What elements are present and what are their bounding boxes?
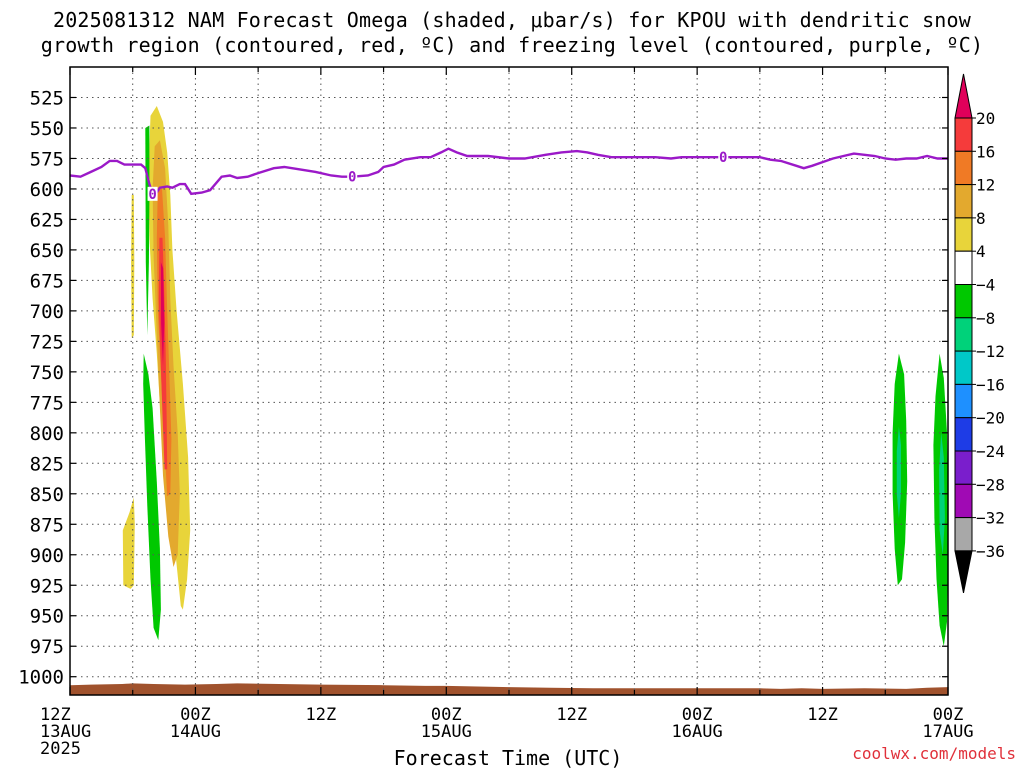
x-tick-label: 12Z	[556, 705, 587, 725]
freezing-label-bg	[147, 186, 158, 201]
y-tick-label: 575	[30, 148, 64, 170]
y-tick-label: 800	[30, 423, 64, 445]
colorbar-segment	[954, 250, 973, 285]
colorbar-segment	[954, 150, 973, 186]
colorbar-label: −36	[976, 542, 1005, 561]
colorbar-segment	[954, 517, 973, 552]
y-tick-label: 775	[30, 392, 64, 414]
y-tick-label: 700	[30, 301, 64, 323]
colorbar-label: 12	[976, 176, 995, 195]
colorbar: 20 16 12 8 4 −4 −8 −12 −16 −20 −24 −28 −32 −36	[954, 73, 1005, 593]
omega-region	[145, 125, 150, 336]
y-tick-label: 725	[30, 331, 64, 353]
x-tick-sublabel: 16AUG	[672, 722, 723, 742]
y-tick-label: 975	[30, 636, 64, 658]
colorbar-label: −32	[976, 509, 1005, 528]
colorbar-label: −24	[976, 442, 1005, 461]
colorbar-segment	[954, 184, 973, 219]
colorbar-segment	[954, 417, 973, 452]
freezing-level-label: 0	[148, 187, 156, 203]
x-tick-year: 2025	[40, 739, 81, 759]
colorbar-top-arrow	[954, 73, 973, 119]
y-tick-label: 550	[30, 118, 64, 140]
omega-region	[896, 426, 901, 519]
chart-title-line-2: growth region (contoured, red, ºC) and f…	[40, 33, 984, 57]
colorbar-label: 16	[976, 142, 995, 161]
x-tick-label: 00Z	[933, 705, 964, 725]
x-tick-sublabel: 13AUG	[40, 722, 91, 742]
y-tick-label: 1000	[18, 667, 64, 689]
y-tick-label: 825	[30, 453, 64, 475]
freezing-level: 0 0 0	[70, 147, 948, 203]
x-tick-label: 00Z	[682, 705, 713, 725]
omega-region	[160, 262, 165, 366]
colorbar-label: −16	[976, 375, 1005, 394]
colorbar-label: −4	[976, 276, 995, 295]
colorbar-segment	[954, 317, 973, 352]
x-tick-label: 00Z	[180, 705, 211, 725]
y-tick-label: 750	[30, 362, 64, 384]
colorbar-segment	[954, 383, 973, 419]
y-tick-label: 925	[30, 575, 64, 597]
x-tick-label: 00Z	[431, 705, 462, 725]
x-tick-sublabel: 14AUG	[170, 722, 221, 742]
colorbar-label: 8	[976, 209, 986, 228]
x-tick-label: 12Z	[807, 705, 838, 725]
x-tick-sublabel: 15AUG	[421, 722, 472, 742]
y-tick-label: 625	[30, 209, 64, 231]
colorbar-bottom-arrow	[954, 550, 973, 593]
x-tick-label: 12Z	[305, 705, 336, 725]
colorbar-label: 20	[976, 109, 995, 128]
colorbar-label: −20	[976, 409, 1005, 428]
y-tick-label: 875	[30, 514, 64, 536]
chart-title-line-1: 2025081312 NAM Forecast Omega (shaded, μ…	[52, 8, 972, 32]
y-tick-label: 675	[30, 270, 64, 292]
colorbar-label: −28	[976, 475, 1005, 494]
gridlines	[70, 67, 948, 695]
colorbar-segment	[954, 350, 973, 385]
x-tick-label: 12Z	[40, 705, 71, 725]
colorbar-segment	[954, 217, 973, 252]
y-axis: 525 550 575 600 625 650 675 700 725 750 775 800 825 8…	[18, 87, 948, 689]
freezing-level-label: 0	[719, 150, 727, 166]
y-tick-label: 850	[30, 484, 64, 506]
omega-region	[122, 497, 135, 589]
colorbar-label: −8	[976, 309, 995, 328]
colorbar-segment	[954, 450, 973, 485]
colorbar-segment	[954, 284, 973, 319]
omega-shading	[122, 106, 948, 647]
colorbar-segment	[954, 117, 973, 152]
colorbar-label: 4	[976, 242, 986, 261]
freezing-label-bg	[347, 169, 358, 184]
freezing-label-bg	[718, 150, 729, 165]
y-tick-label: 950	[30, 606, 64, 628]
x-axis-label: Forecast Time (UTC)	[394, 746, 623, 768]
omega-region	[143, 353, 161, 641]
credit-text: coolwx.com/models	[852, 744, 1016, 763]
y-tick-label: 525	[30, 87, 64, 109]
colorbar-label: −12	[976, 342, 1005, 361]
y-tick-label: 650	[30, 240, 64, 262]
x-tick-sublabel: 17AUG	[922, 722, 973, 742]
freezing-level-label: 0	[348, 170, 356, 186]
freezing-level-line	[70, 147, 948, 196]
colorbar-segment	[954, 483, 973, 519]
y-tick-label: 600	[30, 179, 64, 201]
y-tick-label: 900	[30, 545, 64, 567]
